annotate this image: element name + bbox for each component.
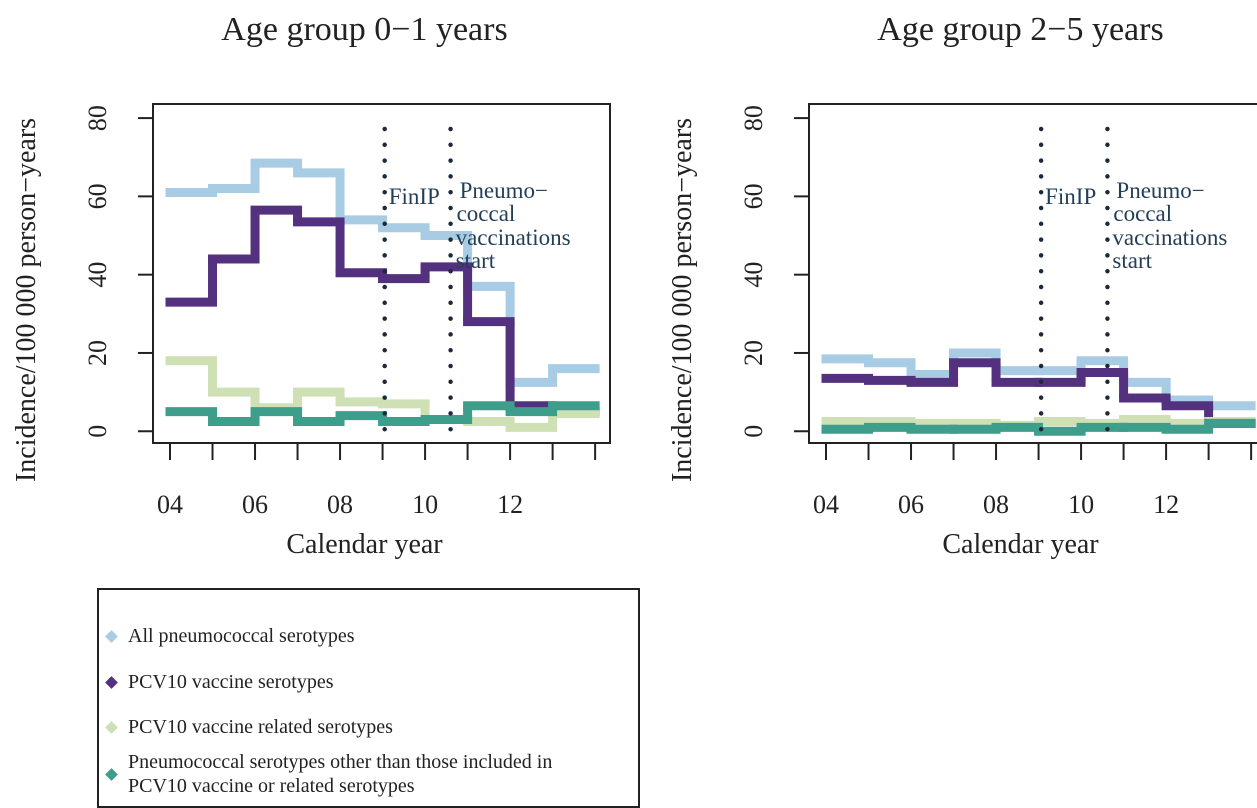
x-tick-label: 06: [242, 490, 268, 519]
annotation: coccal: [1113, 201, 1172, 226]
legend-marker: [105, 676, 118, 689]
legend-label: All pneumococcal serotypes: [128, 625, 355, 647]
y-tick-label: 40: [83, 262, 112, 288]
x-tick-label: 10: [412, 490, 438, 519]
plot-frame: [152, 103, 611, 444]
y-axis-label: Incidence/100 000 person−years: [667, 118, 698, 482]
x-tick-label: 04: [813, 490, 839, 519]
legend-item: All pneumococcal serotypes: [99, 624, 598, 648]
x-tick-label: 12: [497, 490, 523, 519]
chart-title: Age group 0−1 years: [221, 11, 507, 48]
y-tick-label: 0: [739, 425, 768, 438]
x-tick-label: 06: [898, 490, 924, 519]
y-tick-label: 40: [739, 262, 768, 288]
x-tick-label: 04: [157, 490, 183, 519]
x-tick-label: 12: [1153, 490, 1179, 519]
x-tick-label: 10: [1068, 490, 1094, 519]
annotation: vaccinations: [456, 225, 571, 250]
annotation: vaccinations: [1112, 225, 1227, 250]
legend-marker: [105, 721, 118, 734]
legend-label: PCV10 vaccine serotypes: [128, 671, 334, 693]
y-tick-label: 60: [83, 183, 112, 209]
legend-marker: [105, 630, 118, 643]
x-tick-label: 08: [983, 490, 1009, 519]
annotation: coccal: [457, 201, 516, 226]
chart-title: Age group 2−5 years: [877, 11, 1163, 48]
y-tick-label: 80: [83, 105, 112, 131]
annotation: FinIP: [1045, 184, 1096, 209]
x-tick-label: 08: [327, 490, 353, 519]
annotation: FinIP: [389, 184, 440, 209]
annotation: start: [456, 248, 496, 273]
y-axis-label: Incidence/100 000 person−years: [11, 118, 42, 482]
legend-item: PCV10 vaccine related serotypes: [99, 715, 598, 739]
legend-label: PCV10 vaccine related serotypes: [128, 716, 393, 738]
annotation: start: [1112, 248, 1152, 273]
legend-label: Pneumococcal serotypes other than those …: [128, 751, 553, 797]
x-axis-label: Calendar year: [286, 529, 443, 560]
legend-marker: [105, 768, 118, 781]
annotation: Pneumo−: [1116, 178, 1204, 203]
legend-item: Pneumococcal serotypes other than those …: [99, 750, 598, 798]
y-tick-label: 20: [83, 340, 112, 366]
legend: All pneumococcal serotypes PCV10 vaccine …: [97, 588, 640, 808]
y-tick-label: 20: [739, 340, 768, 366]
x-axis-label: Calendar year: [942, 529, 1099, 560]
y-tick-label: 60: [739, 183, 768, 209]
y-tick-label: 0: [83, 425, 112, 438]
plot-frame: [808, 103, 1257, 444]
y-tick-label: 80: [739, 105, 768, 131]
annotation: Pneumo−: [460, 178, 548, 203]
legend-item: PCV10 vaccine serotypes: [99, 670, 598, 694]
